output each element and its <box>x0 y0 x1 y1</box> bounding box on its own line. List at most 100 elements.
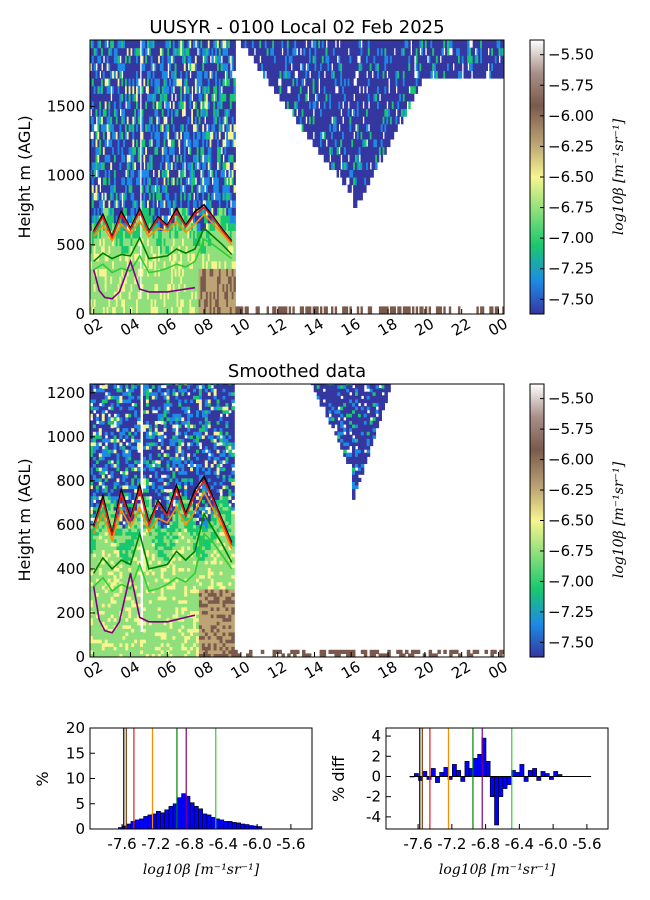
heat-cell <box>98 549 103 554</box>
heat-cell <box>401 55 404 64</box>
heat-cell <box>439 47 442 56</box>
heat-cell <box>137 184 141 193</box>
heat-cell <box>132 70 135 79</box>
heat-cell <box>384 138 387 148</box>
heat-cell <box>393 100 396 110</box>
heat-cell <box>320 306 323 314</box>
heat-cell <box>224 116 227 125</box>
heat-cell <box>377 138 380 148</box>
heat-cell <box>193 222 196 231</box>
heat-cell <box>275 47 279 56</box>
heat-cell <box>159 169 163 178</box>
heat-cell <box>176 138 179 148</box>
heat-cell <box>316 55 319 64</box>
heat-cell <box>349 70 352 79</box>
heat-cell <box>106 245 109 254</box>
heat-cell <box>224 215 227 224</box>
heat-cell <box>91 116 95 125</box>
heat-cell <box>143 184 146 193</box>
heat-cell <box>98 452 103 457</box>
heat-cell <box>268 55 271 64</box>
heat-cell <box>331 85 334 94</box>
heat-cell <box>125 184 128 193</box>
heat-cell <box>92 474 97 479</box>
heat-cell <box>108 199 111 208</box>
heat-cell <box>325 146 328 155</box>
heat-cell <box>92 492 97 497</box>
heat-cell <box>182 123 185 132</box>
heat-cell <box>134 161 137 170</box>
heat-cell <box>101 398 106 404</box>
heat-cell <box>178 62 181 71</box>
heat-cell <box>107 592 112 597</box>
heat-cell <box>101 275 104 285</box>
heat-cell <box>382 100 385 110</box>
heat-cell <box>167 177 170 186</box>
heat-cell <box>377 93 380 102</box>
heat-cell <box>307 306 310 314</box>
heat-cell <box>93 275 97 285</box>
heat-cell <box>217 192 220 201</box>
heat-cell <box>92 395 97 400</box>
heat-cell <box>90 592 94 597</box>
chart-title: UUSYR - 0100 Local 02 Feb 2025 <box>149 17 444 38</box>
heat-cell <box>98 481 103 486</box>
heat-cell <box>128 184 131 193</box>
heat-cell <box>154 222 157 231</box>
heat-cell <box>90 538 94 543</box>
heat-cell <box>336 47 339 56</box>
heat-cell <box>116 416 120 421</box>
heat-cell <box>213 260 216 269</box>
heat-cell <box>116 606 120 611</box>
heat-cell <box>209 47 212 56</box>
heat-cell <box>97 131 100 140</box>
heat-cell <box>110 599 115 604</box>
heat-cell <box>117 275 120 285</box>
heat-cell <box>163 260 166 269</box>
heat-cell <box>386 40 389 49</box>
heat-cell <box>377 85 380 94</box>
heat-cell <box>98 563 103 568</box>
heat-cell <box>443 40 446 49</box>
heat-cell <box>122 653 126 657</box>
heat-cell <box>226 215 229 224</box>
heat-cell <box>290 47 293 56</box>
x-tick-label: 14 <box>301 315 327 340</box>
heat-cell <box>172 47 176 56</box>
heat-cell <box>375 47 378 56</box>
heat-cell <box>132 230 135 239</box>
heat-cell <box>176 55 179 64</box>
heat-cell <box>196 230 200 239</box>
heat-cell <box>119 78 122 87</box>
y-tick-label: 1500 <box>47 97 85 115</box>
heat-cell <box>353 154 356 163</box>
heat-cell <box>193 123 196 132</box>
heat-cell <box>97 70 100 79</box>
heat-cell <box>204 245 207 254</box>
heat-cell <box>180 291 183 300</box>
heat-cell <box>137 306 141 314</box>
heat-cell <box>334 47 338 56</box>
heat-cell <box>106 146 109 155</box>
heat-cell <box>128 230 131 239</box>
heat-cell <box>145 283 148 292</box>
heat-cell <box>134 260 137 269</box>
heat-cell <box>122 492 126 497</box>
heat-cell <box>90 631 94 637</box>
heat-cell <box>204 199 207 208</box>
heat-cell <box>316 62 319 71</box>
heat-cell <box>226 192 229 201</box>
heat-cell <box>172 100 176 110</box>
heat-cell <box>329 146 332 155</box>
heat-cell <box>229 131 233 140</box>
heat-cell <box>93 154 97 163</box>
heat-cell <box>143 275 146 285</box>
heat-cell <box>123 62 126 71</box>
heat-cell <box>325 131 328 140</box>
heat-cell <box>375 131 378 140</box>
heat-cell <box>432 55 435 64</box>
heat-cell <box>176 291 179 300</box>
heat-cell <box>101 253 104 262</box>
heat-cell <box>92 449 97 454</box>
heat-cell <box>92 535 97 540</box>
